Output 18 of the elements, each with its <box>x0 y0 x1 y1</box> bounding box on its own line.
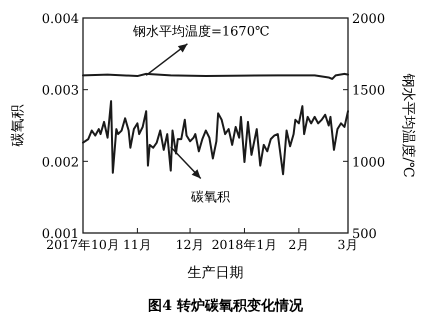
y2-tick-label: 1000 <box>352 155 386 170</box>
y2-axis-title: 钢水平均温度/℃ <box>400 72 416 178</box>
text: 图4 转炉碳氧积变化情况 <box>148 297 304 314</box>
x-tick-label: 11月 <box>122 237 152 252</box>
x-tick-label: 2月 <box>288 237 310 252</box>
y2-tick-label: 1500 <box>352 84 386 99</box>
x-axis-title: 生产日期 <box>188 265 244 281</box>
y-axis-title: 碳氧积 <box>10 104 26 148</box>
x-tick-label: 2017年10月 <box>46 237 120 252</box>
x-tick-label: 3月 <box>338 237 358 252</box>
y-tick-label: 0.002 <box>42 155 79 170</box>
annotation: 碳氧积 <box>190 190 230 205</box>
y-tick-label: 0.004 <box>42 12 79 27</box>
y2-tick-label: 2000 <box>352 12 386 27</box>
x-tick-label: 12月 <box>176 237 205 252</box>
x-tick-label: 2018年1月 <box>212 237 278 252</box>
annotation: 钢水平均温度=1670℃ <box>132 23 270 40</box>
y-tick-label: 0.003 <box>42 84 79 99</box>
